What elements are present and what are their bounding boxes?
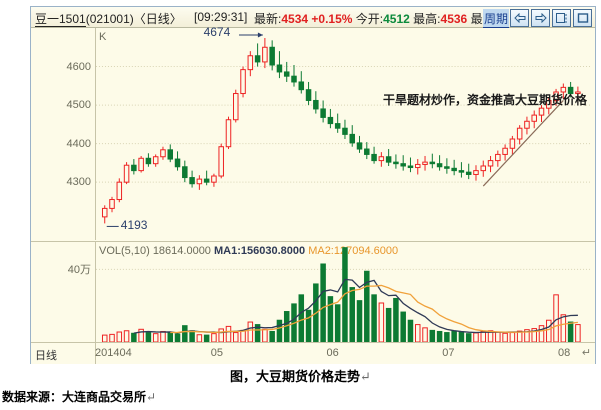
figure-caption: 图，大豆期货价格走势↵ [0,366,601,385]
titlebar-button-group [510,9,592,27]
x-axis-tick: 06 [326,347,339,359]
volume-ma2: MA2:127094.6000 [308,245,399,257]
x-axis-divider [95,343,96,364]
x-axis-tick: 201404 [95,347,132,359]
price-y-tick: 4400 [66,137,91,150]
price-indicator-label: K [99,31,107,43]
scroll-right-button[interactable] [531,9,550,27]
arrow-right-icon [535,13,547,23]
period-selector-button[interactable]: 周期 [483,9,510,28]
split-view-icon [555,13,568,23]
data-source-text: 数据来源：大连商品交易所 [2,390,147,404]
figure-caption-text: 图，大豆期货价格走势 [230,370,361,385]
open-price-label: 今开: [355,12,384,26]
arrow-left-icon [513,13,526,23]
x-axis-row: 日线 201404 05 06 07 08 ↵ [31,342,595,364]
candlestick-svg [96,32,591,227]
volume-y-tick: 40万 [67,264,91,277]
source-pilcrow: ↵ [146,390,157,404]
open-price-value: 4512 [383,12,410,26]
quote-strip: 最新:4534 +0.15% 今开:4512 最高:4536 最低 [254,10,495,27]
x-axis-tick: 08 [558,347,571,359]
maximize-icon [577,13,589,23]
volume-ma1: MA1:156030.8000 [214,245,306,257]
symbol-title: 豆一1501(021001)〈日线〉 [35,10,182,27]
price-panel[interactable]: 4300 4400 4500 4600 K 干旱题材炒作，资金推高大豆期货价格 467… [31,25,595,240]
volume-y-axis: 40万 [31,242,95,342]
volume-indicator-label: VOL(5,10) 18614.0000 MA1:156030.8000 MA2… [99,245,398,257]
trading-terminal-window: 豆一1501(021001)〈日线〉 [09:29:31] 最新:4534 +0… [30,6,596,364]
price-plot[interactable] [96,28,591,240]
data-source-line: 数据来源：大连商品交易所↵ [2,388,156,405]
chart-area[interactable]: 4300 4400 4500 4600 K 干旱题材炒作，资金推高大豆期货价格 467… [31,25,595,364]
symbol-name: 豆一1501 [35,12,86,27]
volume-svg [96,247,591,343]
high-price-value: 4536 [440,12,468,26]
price-y-tick: 4600 [66,60,91,73]
volume-axis-divider [95,242,96,342]
volume-plot[interactable] [96,242,591,343]
quote-time: [09:29:31] [194,10,248,24]
low-price-marker: 4193 [120,218,148,233]
volume-panel[interactable]: 40万 VOL(5,10) 18614.0000 MA1:156030.8000… [31,241,595,343]
volume-title: VOL(5,10) [99,245,150,257]
x-axis-tick: 07 [442,347,455,359]
split-view-button[interactable] [552,9,571,27]
last-price-value: 4534 [281,12,309,26]
volume-value: 18614.0000 [152,245,211,257]
caption-pilcrow: ↵ [360,370,371,385]
window-titlebar: 豆一1501(021001)〈日线〉 [09:29:31] 最新:4534 +0… [31,7,595,28]
x-axis-tick: 05 [210,347,223,359]
high-price-marker: 4674 [203,25,231,40]
price-y-axis: 4300 4400 4500 4600 [31,28,95,240]
axis-end-mark: ↵ [581,347,591,359]
price-y-tick: 4300 [66,176,91,189]
maximize-button[interactable] [573,9,592,27]
symbol-code: (021001) [85,12,134,26]
change-percent: +0.15% [311,12,353,26]
scroll-left-button[interactable] [510,9,529,27]
axis-mode-label: 日线 [35,350,57,362]
high-price-label: 最高: [413,12,441,26]
price-y-tick: 4500 [66,99,91,112]
price-axis-divider [95,28,96,240]
chart-annotation-text: 干旱题材炒作，资金推高大豆期货价格 [383,93,588,107]
last-price-label: 最新: [254,12,282,26]
symbol-period: 〈日线〉 [133,12,182,26]
